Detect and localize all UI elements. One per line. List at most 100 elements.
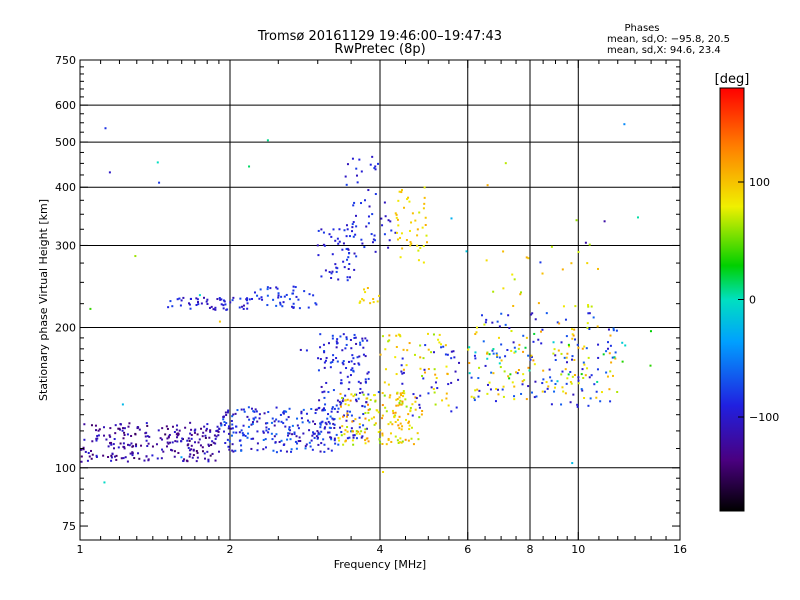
scatter-point bbox=[322, 343, 325, 346]
scatter-point bbox=[494, 400, 497, 403]
scatter-point bbox=[548, 368, 551, 371]
scatter-point bbox=[410, 426, 413, 429]
scatter-point bbox=[394, 212, 397, 215]
scatter-point bbox=[585, 347, 588, 350]
scatter-point bbox=[227, 432, 230, 435]
scatter-point bbox=[80, 460, 83, 463]
scatter-point bbox=[567, 373, 570, 376]
scatter-point bbox=[351, 354, 354, 357]
scatter-point bbox=[275, 433, 278, 436]
scatter-point bbox=[202, 296, 205, 299]
scatter-point bbox=[409, 406, 412, 409]
scatter-point bbox=[377, 162, 380, 165]
scatter-point bbox=[275, 418, 278, 421]
scatter-point bbox=[189, 307, 192, 310]
scatter-point bbox=[327, 413, 330, 416]
scatter-point bbox=[287, 432, 290, 435]
scatter-point bbox=[323, 390, 326, 393]
scatter-point bbox=[357, 362, 360, 365]
scatter-point bbox=[319, 346, 322, 349]
scatter-point bbox=[250, 447, 253, 450]
scatter-point bbox=[272, 298, 275, 301]
scatter-point bbox=[523, 379, 526, 382]
scatter-point bbox=[227, 427, 230, 430]
scatter-point bbox=[401, 391, 404, 394]
scatter-point bbox=[369, 398, 372, 401]
scatter-point bbox=[337, 436, 340, 439]
scatter-point bbox=[331, 337, 334, 340]
scatter-point bbox=[375, 409, 378, 412]
scatter-point bbox=[588, 328, 591, 331]
scatter-point bbox=[525, 336, 528, 339]
scatter-point bbox=[502, 250, 505, 253]
scatter-point bbox=[234, 449, 237, 452]
scatter-point bbox=[368, 205, 371, 208]
scatter-point bbox=[206, 423, 209, 426]
scatter-point bbox=[131, 452, 134, 455]
scatter-point bbox=[346, 247, 349, 250]
scatter-point bbox=[422, 377, 425, 380]
scatter-point bbox=[320, 385, 323, 388]
scatter-point bbox=[344, 394, 347, 397]
scatter-point bbox=[323, 409, 326, 412]
scatter-point bbox=[569, 371, 572, 374]
scatter-point bbox=[458, 361, 461, 364]
scatter-point bbox=[290, 450, 293, 453]
scatter-point bbox=[209, 454, 212, 457]
scatter-point bbox=[596, 380, 599, 383]
scatter-point bbox=[379, 441, 382, 444]
scatter-point bbox=[230, 434, 233, 437]
scatter-point bbox=[198, 294, 201, 297]
scatter-point bbox=[450, 217, 453, 220]
scatter-point bbox=[190, 297, 193, 300]
scatter-point bbox=[410, 221, 413, 224]
scatter-point bbox=[409, 409, 412, 412]
scatter-point bbox=[584, 241, 587, 244]
scatter-point bbox=[587, 356, 590, 359]
scatter-point bbox=[345, 224, 348, 227]
scatter-point bbox=[205, 429, 208, 432]
scatter-point bbox=[587, 304, 590, 307]
scatter-point bbox=[231, 415, 234, 418]
scatter-point bbox=[347, 256, 350, 259]
scatter-point bbox=[388, 239, 391, 242]
scatter-point bbox=[564, 368, 567, 371]
scatter-point bbox=[266, 286, 269, 289]
scatter-point bbox=[401, 382, 404, 385]
scatter-point bbox=[279, 413, 282, 416]
scatter-point bbox=[317, 433, 320, 436]
scatter-point bbox=[381, 414, 384, 417]
scatter-point bbox=[242, 424, 245, 427]
scatter-point bbox=[573, 328, 576, 331]
scatter-point bbox=[348, 263, 351, 266]
scatter-point bbox=[278, 440, 281, 443]
scatter-point bbox=[371, 241, 374, 244]
scatter-point bbox=[445, 365, 448, 368]
scatter-point bbox=[226, 411, 229, 414]
scatter-point bbox=[507, 375, 510, 378]
y-tick-labels: 75 100 200 300 400 500 600 750 bbox=[55, 54, 76, 533]
scatter-point bbox=[311, 448, 314, 451]
scatter-point bbox=[416, 244, 419, 247]
scatter-point bbox=[363, 288, 366, 291]
scatter-point bbox=[83, 423, 86, 426]
scatter-point bbox=[340, 379, 343, 382]
scatter-point bbox=[486, 184, 489, 187]
scatter-point bbox=[367, 215, 370, 218]
scatter-point bbox=[293, 431, 296, 434]
scatter-point bbox=[561, 370, 564, 373]
scatter-point bbox=[267, 431, 270, 434]
scatter-point bbox=[324, 426, 327, 429]
scatter-point bbox=[110, 454, 113, 457]
y-axis-label: Stationary phase Virtual Height [km] bbox=[37, 199, 50, 401]
scatter-point bbox=[447, 383, 450, 386]
scatter-point bbox=[513, 351, 516, 354]
scatter-point bbox=[123, 427, 126, 430]
scatter-point bbox=[345, 247, 348, 250]
scatter-point bbox=[334, 442, 337, 445]
scatter-point bbox=[296, 417, 299, 420]
scatter-point bbox=[350, 368, 353, 371]
scatter-point bbox=[220, 423, 223, 426]
scatter-point bbox=[195, 304, 198, 307]
scatter-point bbox=[359, 341, 362, 344]
